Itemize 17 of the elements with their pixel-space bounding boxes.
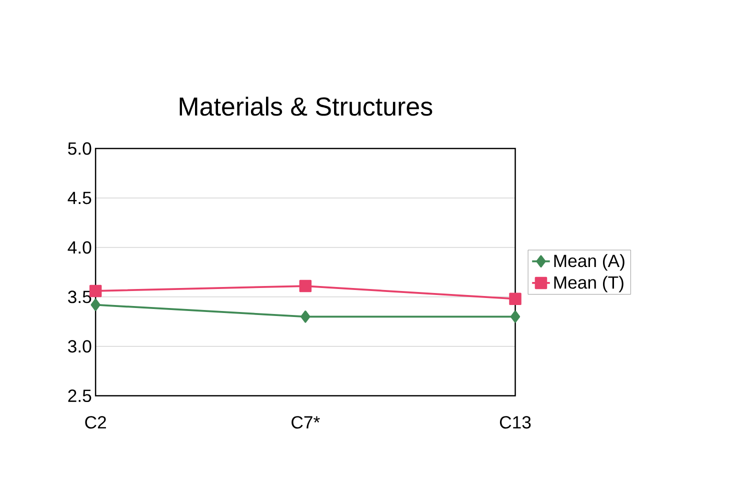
point [299, 280, 312, 292]
chart-title: Materials & Structures [180, 96, 432, 116]
y-tick-label: 4.0 [68, 241, 92, 254]
legend-label: Mean (A) [554, 254, 624, 271]
legend-label: Mean (T) [554, 276, 624, 292]
point [510, 310, 520, 323]
y-tick-label: 4.5 [68, 192, 92, 204]
y-tick-label: 3.0 [68, 340, 92, 353]
point [300, 310, 310, 323]
x-tick-label: C2 [85, 416, 106, 429]
point [509, 292, 522, 306]
x-tick-label: C7* [292, 416, 320, 429]
y-tick-label: 3.5 [68, 290, 92, 304]
y-tick-label: 2.5 [68, 390, 92, 402]
point [90, 298, 100, 311]
y-tick-label: 5.0 [68, 142, 92, 155]
x-tick-label: C13 [500, 416, 531, 429]
